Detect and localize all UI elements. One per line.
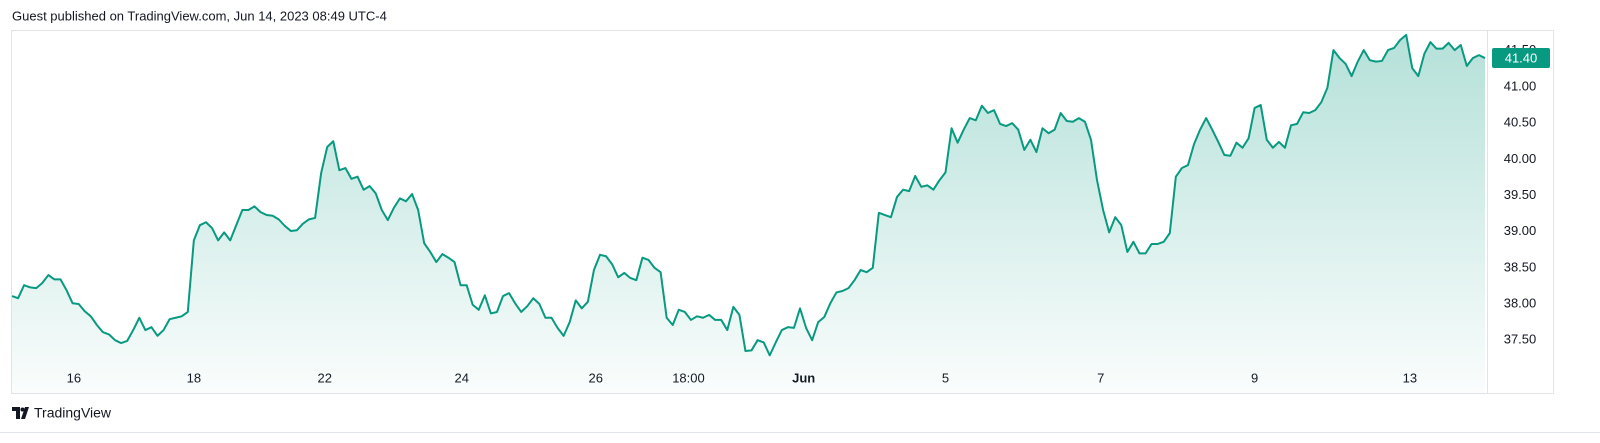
y-tick-label: 41.00: [1504, 78, 1537, 93]
y-tick-label: 39.50: [1504, 187, 1537, 202]
y-tick-label: 37.50: [1504, 332, 1537, 347]
logo-dot: [20, 407, 25, 412]
y-tick-label: 38.50: [1504, 259, 1537, 274]
plot-frame: [11, 30, 1554, 394]
y-tick-label: 39.00: [1504, 223, 1537, 238]
price-line: [11, 33, 1486, 357]
footer-brand: TradingView: [34, 405, 112, 421]
area-fill: [12, 34, 1485, 393]
last-price-label: 41.40: [1505, 50, 1538, 65]
plot: 161822242618:00Jun5791337.5038.0038.5039…: [11, 33, 1550, 393]
logo-icon: [12, 407, 29, 419]
last-price-badge: [1492, 48, 1550, 69]
logo: [12, 407, 29, 419]
y-tick-label: 40.50: [1504, 115, 1537, 130]
y-tick-label: 38.00: [1504, 295, 1537, 310]
y-tick-label: 40.00: [1504, 151, 1537, 166]
header: Guest published on TradingView.com, Jun …: [12, 8, 387, 23]
